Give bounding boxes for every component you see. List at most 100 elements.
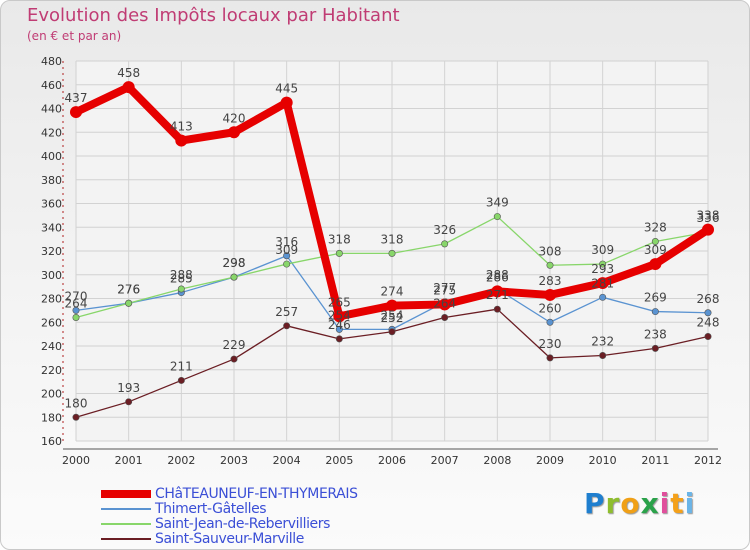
data-point-saint-jean-de-rebervilliers <box>546 261 554 269</box>
data-label-saint-jean-de-rebervilliers: 309 <box>275 243 298 257</box>
data-label-ch-teauneuf-en-thymerais: 445 <box>275 82 298 96</box>
x-tick-label: 2010 <box>589 454 617 467</box>
data-point-thimert-g-telles <box>283 252 291 260</box>
data-label-ch-teauneuf-en-thymerais: 309 <box>644 243 667 257</box>
data-label-saint-sauveur-marville: 264 <box>433 297 456 311</box>
data-label-ch-teauneuf-en-thymerais: 413 <box>170 120 193 134</box>
data-point-ch-teauneuf-en-thymerais <box>122 81 135 94</box>
y-tick-label: 400 <box>41 150 62 163</box>
y-tick-label: 280 <box>41 293 62 306</box>
data-label-ch-teauneuf-en-thymerais: 293 <box>591 262 614 276</box>
data-label-thimert-g-telles: 276 <box>117 282 140 296</box>
data-point-saint-sauveur-marville <box>599 351 607 359</box>
legend-label: Saint-Jean-de-Rebervilliers <box>155 516 331 532</box>
x-tick-label: 2002 <box>167 454 195 467</box>
y-tick-label: 360 <box>41 198 62 211</box>
data-point-saint-sauveur-marville <box>388 328 396 336</box>
data-label-saint-jean-de-rebervilliers: 264 <box>65 297 88 311</box>
data-label-thimert-g-telles: 254 <box>328 308 351 322</box>
data-point-ch-teauneuf-en-thymerais <box>70 106 82 119</box>
data-point-thimert-g-telles <box>546 318 554 326</box>
data-label-saint-sauveur-marville: 193 <box>117 381 140 395</box>
y-tick-label: 380 <box>41 174 62 187</box>
data-label-ch-teauneuf-en-thymerais: 274 <box>381 285 404 299</box>
y-tick-label: 260 <box>41 316 62 329</box>
x-tick-label: 2005 <box>325 454 353 467</box>
data-point-ch-teauneuf-en-thymerais <box>649 258 662 271</box>
data-point-ch-teauneuf-en-thymerais <box>596 277 609 290</box>
legend-swatch <box>101 523 151 525</box>
x-tick-label: 2009 <box>536 454 564 467</box>
proxiti-logo: Proxiti <box>584 487 695 520</box>
data-label-saint-jean-de-rebervilliers: 336 <box>697 211 720 225</box>
y-tick-label: 440 <box>41 103 62 116</box>
data-label-thimert-g-telles: 270 <box>65 289 88 303</box>
data-label-ch-teauneuf-en-thymerais: 283 <box>539 274 562 288</box>
legend-swatch <box>101 490 151 498</box>
x-tick-label: 2007 <box>431 454 459 467</box>
y-tick-label: 460 <box>41 79 62 92</box>
data-point-saint-jean-de-rebervilliers <box>72 313 80 321</box>
data-point-saint-sauveur-marville <box>704 332 712 340</box>
data-label-saint-jean-de-rebervilliers: 328 <box>644 221 667 235</box>
y-tick-label: 180 <box>41 411 62 424</box>
data-point-saint-jean-de-rebervilliers <box>651 238 659 246</box>
data-label-saint-jean-de-rebervilliers: 309 <box>591 243 614 257</box>
y-tick-label: 300 <box>41 269 62 282</box>
y-tick-label: 220 <box>41 364 62 377</box>
logo-letter: x <box>640 487 660 520</box>
data-label-saint-sauveur-marville: 248 <box>697 316 720 330</box>
logo-letter: i <box>684 487 696 520</box>
data-label-saint-sauveur-marville: 252 <box>381 311 404 325</box>
data-label-thimert-g-telles: 288 <box>486 268 509 282</box>
data-label-saint-jean-de-rebervilliers: 349 <box>486 196 509 210</box>
data-point-ch-teauneuf-en-thymerais <box>228 126 240 139</box>
data-point-ch-teauneuf-en-thymerais <box>438 298 451 311</box>
data-label-ch-teauneuf-en-thymerais: 286 <box>486 270 509 284</box>
data-label-saint-sauveur-marville: 232 <box>591 335 614 349</box>
data-label-saint-sauveur-marville: 271 <box>486 288 509 302</box>
x-tick-label: 2004 <box>273 454 301 467</box>
x-tick-label: 2011 <box>641 454 669 467</box>
data-label-thimert-g-telles: 316 <box>275 235 298 249</box>
data-label-ch-teauneuf-en-thymerais: 458 <box>117 66 140 80</box>
legend-label: Saint-Sauveur-Marville <box>155 531 304 547</box>
y-tick-label: 240 <box>41 340 62 353</box>
data-label-saint-jean-de-rebervilliers: 276 <box>117 282 140 296</box>
data-point-thimert-g-telles <box>72 306 80 314</box>
data-point-saint-jean-de-rebervilliers <box>230 273 238 281</box>
data-point-saint-jean-de-rebervilliers <box>441 240 449 248</box>
data-point-saint-jean-de-rebervilliers <box>493 213 501 221</box>
data-point-saint-sauveur-marville <box>441 313 449 321</box>
data-point-thimert-g-telles <box>335 325 343 333</box>
data-label-saint-jean-de-rebervilliers: 308 <box>539 244 562 258</box>
data-point-ch-teauneuf-en-thymerais <box>702 223 714 236</box>
data-label-thimert-g-telles: 285 <box>170 272 193 286</box>
data-label-thimert-g-telles: 260 <box>539 301 562 315</box>
x-tick-label: 2006 <box>378 454 406 467</box>
y-tick-label: 200 <box>41 388 62 401</box>
data-label-saint-sauveur-marville: 230 <box>539 337 562 351</box>
x-tick-label: 2012 <box>694 454 722 467</box>
data-point-saint-sauveur-marville <box>335 335 343 343</box>
logo-letter: t <box>670 487 685 520</box>
data-label-ch-teauneuf-en-thymerais: 420 <box>223 111 246 125</box>
data-point-thimert-g-telles <box>599 293 607 301</box>
data-label-thimert-g-telles: 298 <box>223 256 246 270</box>
data-point-saint-jean-de-rebervilliers <box>283 260 291 268</box>
data-point-ch-teauneuf-en-thymerais <box>491 285 504 298</box>
data-label-saint-jean-de-rebervilliers: 298 <box>223 256 246 270</box>
chart-subtitle: (en € et par an) <box>27 29 122 43</box>
logo-letter: o <box>620 487 641 520</box>
data-point-saint-sauveur-marville <box>651 344 659 352</box>
x-tick-label: 2008 <box>483 454 511 467</box>
data-point-thimert-g-telles <box>704 309 712 317</box>
y-tick-label: 320 <box>41 245 62 258</box>
data-point-saint-sauveur-marville <box>546 354 554 362</box>
data-point-ch-teauneuf-en-thymerais <box>386 299 398 312</box>
data-label-thimert-g-telles: 269 <box>644 291 667 305</box>
data-point-saint-jean-de-rebervilliers <box>335 249 343 257</box>
legend-swatch <box>101 508 151 510</box>
data-label-thimert-g-telles: 254 <box>381 308 404 322</box>
x-tick-label: 2000 <box>62 454 90 467</box>
